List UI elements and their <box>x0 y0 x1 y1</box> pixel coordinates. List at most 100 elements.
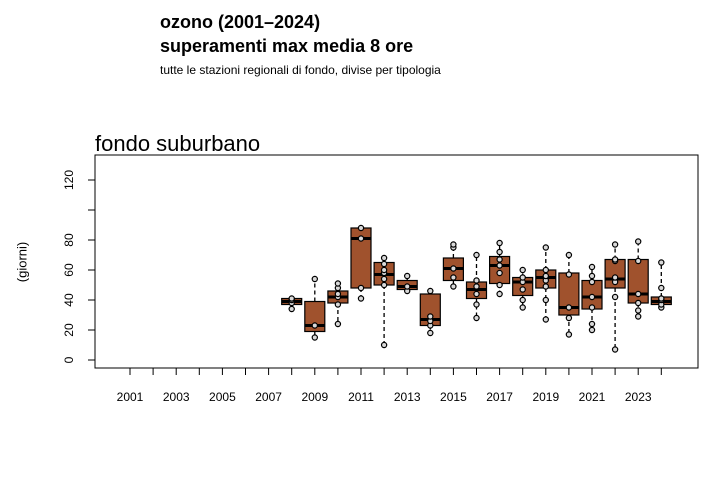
y-tick-label: 20 <box>62 323 76 337</box>
data-point <box>380 281 388 289</box>
data-point <box>311 334 318 341</box>
data-point <box>635 257 642 265</box>
data-point <box>588 320 596 328</box>
y-tick-label: 80 <box>62 233 76 247</box>
data-point <box>542 266 550 274</box>
data-point <box>473 301 480 308</box>
data-point <box>473 251 480 259</box>
data-point <box>565 331 573 338</box>
data-point <box>450 274 457 281</box>
data-point <box>658 259 665 266</box>
data-point <box>588 304 596 311</box>
chart-caption: tutte le stazioni regionali di fondo, di… <box>160 63 441 77</box>
data-point <box>288 295 295 302</box>
data-point <box>588 263 596 271</box>
chart-title: ozono (2001–2024) <box>160 12 321 32</box>
data-point <box>473 314 480 322</box>
x-tick-label: 2019 <box>532 390 559 404</box>
data-point <box>611 293 619 301</box>
y-tick-label: 40 <box>62 293 76 307</box>
data-point <box>334 280 342 287</box>
data-point <box>357 284 365 292</box>
x-tick-label: 2017 <box>486 390 513 404</box>
y-tick-label: 120 <box>62 170 76 190</box>
data-point <box>611 241 619 248</box>
data-point <box>519 296 526 304</box>
x-tick-label: 2021 <box>579 390 606 404</box>
chart-header: ozono (2001–2024) superamenti max media … <box>160 10 441 80</box>
x-tick-label: 2023 <box>625 390 652 404</box>
data-point <box>565 251 573 259</box>
data-point <box>519 274 526 281</box>
x-tick-label: 2013 <box>394 390 421 404</box>
x-tick-label: 2003 <box>163 390 190 404</box>
data-point <box>427 287 434 295</box>
x-tick-label: 2009 <box>301 390 328 404</box>
data-point <box>380 341 388 349</box>
data-point <box>519 286 526 293</box>
data-point <box>380 266 388 274</box>
data-point <box>311 275 318 283</box>
data-point <box>611 274 619 281</box>
data-point <box>450 283 457 290</box>
data-point <box>450 265 457 272</box>
data-point <box>427 313 434 320</box>
data-point <box>496 248 503 256</box>
data-point <box>380 254 388 262</box>
data-point <box>334 290 342 298</box>
data-point <box>635 299 642 307</box>
data-point <box>380 260 388 268</box>
data-point <box>404 283 411 290</box>
data-point <box>496 281 503 289</box>
data-point <box>450 241 457 248</box>
data-point <box>288 305 295 313</box>
data-point <box>519 304 526 311</box>
x-tick-label: 2007 <box>255 390 282 404</box>
data-point <box>635 307 642 314</box>
data-point <box>542 283 550 290</box>
data-point <box>404 272 411 280</box>
data-point <box>542 272 550 280</box>
data-point <box>635 238 642 245</box>
x-tick-label: 2005 <box>209 390 236 404</box>
data-point <box>565 314 573 322</box>
chart-subtitle: superamenti max media 8 ore <box>160 36 414 56</box>
data-point <box>357 295 365 302</box>
data-point <box>542 244 550 251</box>
data-point <box>496 256 503 263</box>
data-point <box>542 316 550 323</box>
data-point <box>357 235 365 242</box>
data-point <box>658 295 665 302</box>
y-tick-label: 0 <box>62 356 76 363</box>
data-point <box>565 304 573 311</box>
data-point <box>311 322 318 329</box>
data-point <box>427 329 434 337</box>
data-point <box>496 290 503 298</box>
data-point <box>658 284 665 292</box>
data-point <box>565 271 573 278</box>
data-point <box>519 266 526 274</box>
data-point <box>635 313 642 320</box>
data-point <box>380 275 388 283</box>
data-point <box>588 278 596 286</box>
x-tick-label: 2015 <box>440 390 467 404</box>
data-point <box>496 269 503 277</box>
data-point <box>635 290 642 298</box>
data-point <box>334 301 342 308</box>
data-point <box>334 320 342 328</box>
data-point <box>588 326 596 334</box>
data-point <box>611 256 619 263</box>
data-point <box>588 272 596 280</box>
data-point <box>357 224 365 232</box>
data-point <box>473 277 480 284</box>
data-point <box>496 262 503 269</box>
x-tick-label: 2011 <box>348 390 374 404</box>
x-tick-label: 2001 <box>117 390 144 404</box>
data-point <box>588 293 596 301</box>
data-point <box>473 290 480 298</box>
data-point <box>473 283 480 290</box>
data-point <box>611 346 619 353</box>
panel-title: fondo suburbano <box>95 131 261 156</box>
y-tick-label: 60 <box>62 263 76 277</box>
